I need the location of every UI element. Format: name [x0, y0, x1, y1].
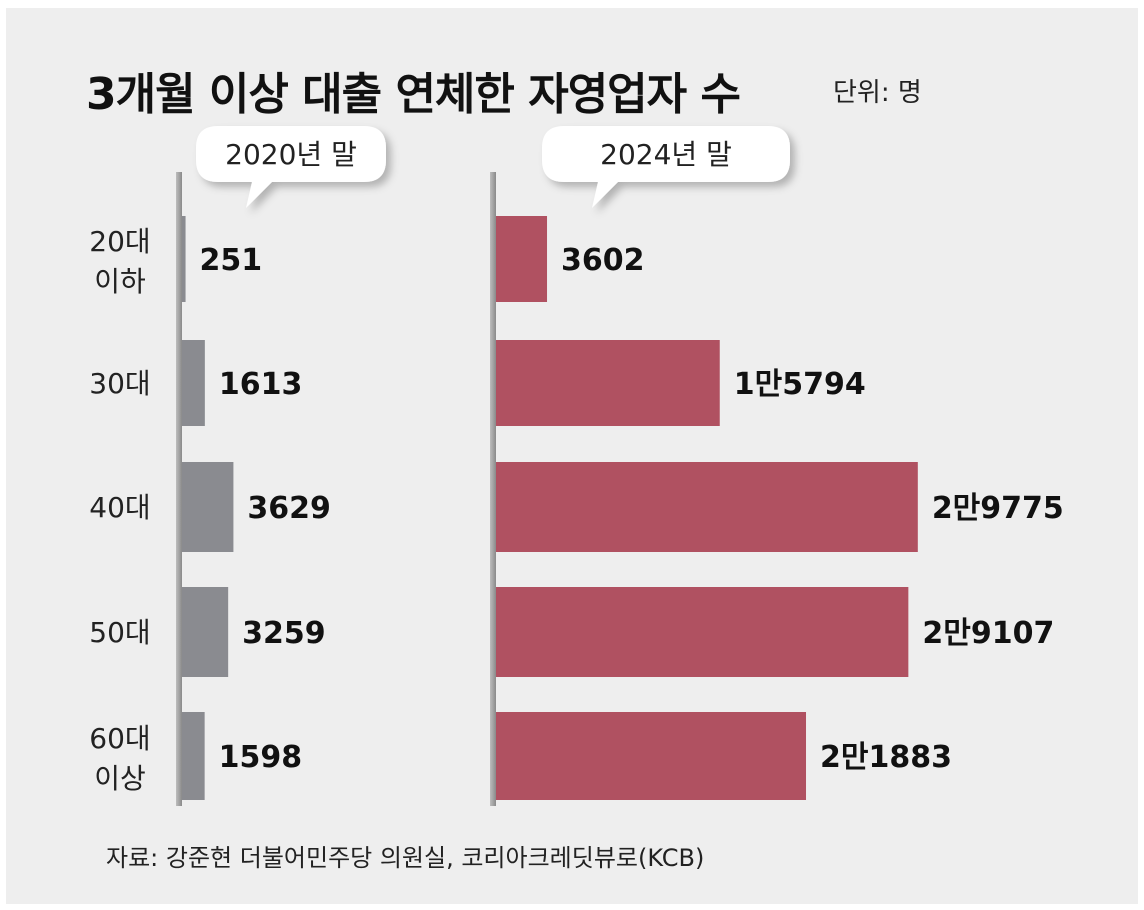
value-label: 2만1883: [820, 740, 952, 775]
category-label: 50대: [89, 616, 150, 649]
labels-layer: 20대 이하 30대 40대 50대 60대 이상 251 1613 3629 3259 1598 36…: [89, 225, 1063, 795]
bar: [496, 340, 720, 426]
axis-line: [176, 172, 182, 806]
value-label: 3259: [242, 616, 326, 651]
value-label: 1598: [219, 740, 303, 775]
category-label: 60대 이상: [89, 722, 150, 795]
value-label: 251: [200, 243, 263, 278]
bar: [496, 462, 918, 552]
bar: [182, 216, 186, 302]
bar: [182, 587, 229, 677]
chart-title: 3개월 이상 대출 연체한 자영업자 수: [86, 69, 741, 120]
bubbles-layer: 2020년 말 2024년 말: [196, 126, 790, 208]
bars-layer: [182, 216, 918, 800]
bar: [496, 712, 807, 800]
source-note: 자료: 강준현 더불어민주당 의원실, 코리아크레딧뷰로(KCB): [106, 844, 705, 872]
value-label: 1만5794: [734, 367, 866, 402]
bar: [182, 340, 205, 426]
speech-bubble: [196, 126, 386, 208]
speech-bubble: [542, 126, 790, 208]
period-label: 2024년 말: [600, 138, 732, 171]
category-label: 30대: [89, 367, 150, 400]
axis-line: [490, 172, 496, 806]
bar: [182, 462, 234, 552]
bar: [496, 216, 548, 302]
value-label: 3602: [561, 243, 645, 278]
period-label: 2020년 말: [225, 138, 357, 171]
value-label: 2만9775: [932, 491, 1064, 526]
value-label: 1613: [219, 367, 303, 402]
value-label: 2만9107: [922, 616, 1054, 651]
bar: [496, 587, 909, 677]
unit-label: 단위: 명: [833, 78, 922, 108]
axes-layer: [176, 172, 496, 806]
bar: [182, 712, 205, 800]
value-label: 3629: [247, 491, 331, 526]
category-label: 40대: [89, 491, 150, 524]
category-label: 20대 이하: [89, 225, 150, 298]
